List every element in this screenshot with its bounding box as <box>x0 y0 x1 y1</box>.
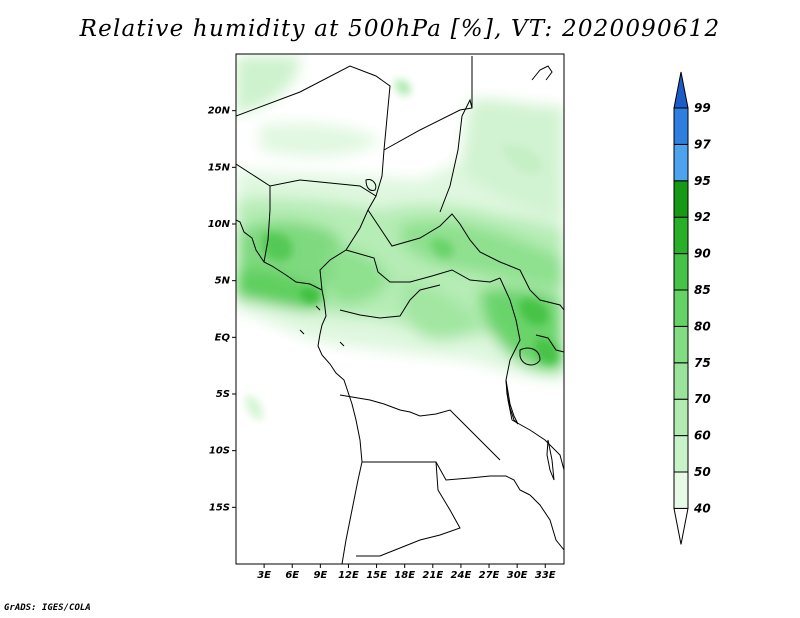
lon-tick-label: 27E <box>479 570 500 581</box>
colorbar-label: 75 <box>694 356 711 370</box>
latitude-axis: 20N 15N 10N 5N EQ 5S 10S 15S <box>208 106 236 513</box>
lat-tick-label: 10N <box>208 219 231 230</box>
rh-spot-5 <box>430 238 454 259</box>
lon-tick-label: 30E <box>507 570 528 581</box>
rh-spot-8 <box>500 143 545 175</box>
border-sudan <box>367 209 531 291</box>
colorbar-label: 95 <box>694 174 711 188</box>
border-east-2 <box>529 289 564 311</box>
colorbar-upper-extend <box>673 71 689 109</box>
colorbar-label: 99 <box>694 101 711 115</box>
colorbar-segment <box>673 362 689 400</box>
coastlines-borders <box>236 56 564 564</box>
lat-tick-label: 10S <box>209 446 230 457</box>
colorbar-label: 60 <box>694 429 711 443</box>
colorbar-label: 80 <box>694 319 711 333</box>
lat-tick-label: EQ <box>215 332 231 343</box>
lake-malawi <box>546 439 555 481</box>
rh-patch-n <box>260 123 380 157</box>
colorbar-lower-extend <box>673 507 689 545</box>
colorbar-label: 90 <box>694 247 711 261</box>
colorbar-segment <box>673 180 689 218</box>
equatorial-islands <box>299 305 345 347</box>
rh-patch-nw <box>236 56 300 115</box>
border-libya <box>383 56 473 151</box>
border-car-north <box>345 249 501 283</box>
lon-tick-label: 3E <box>257 570 271 581</box>
colorbar-segment <box>673 289 689 327</box>
longitude-axis: 3E 6E 9E 12E 15E 18E 21E 24E 27E 30E 33E <box>257 564 556 581</box>
lon-tick-label: 33E <box>535 570 556 581</box>
rh-spot-7 <box>245 395 264 420</box>
colorbar-label: 50 <box>694 465 711 479</box>
red-sea-coast <box>531 65 553 81</box>
west-africa-coast <box>236 219 363 564</box>
rh-spot-1 <box>262 232 293 262</box>
lon-tick-label: 18E <box>394 570 415 581</box>
colorbar-label: 92 <box>694 210 711 224</box>
colorbar-segment <box>673 435 689 473</box>
lat-tick-label: 20N <box>208 106 231 117</box>
rh-core-coast <box>236 268 324 310</box>
border-congo <box>339 284 441 319</box>
lake-chad <box>365 179 377 191</box>
chart-title: Relative humidity at 500hPa [%], VT: 202… <box>79 16 721 42</box>
colorbar-segment <box>673 143 689 182</box>
rh-core-east <box>400 220 564 290</box>
border-north-2 <box>236 65 391 151</box>
lat-tick-label: 15S <box>209 502 230 513</box>
humidity-field <box>236 56 564 420</box>
lon-tick-label: 24E <box>451 570 472 581</box>
lon-tick-label: 21E <box>422 570 443 581</box>
border-east-3 <box>535 334 564 353</box>
grads-credit: GrADS: IGES/COLA <box>4 603 91 613</box>
rh-spot-2 <box>300 287 321 304</box>
lon-tick-label: 12E <box>338 570 359 581</box>
colorbar-segment <box>673 107 689 145</box>
lake-victoria <box>519 347 541 366</box>
border-zambia <box>435 461 531 496</box>
colorbar-label: 40 <box>693 501 711 515</box>
colorbar-segment <box>673 253 689 291</box>
rh-spot-6 <box>394 79 411 96</box>
rh-core-basin <box>400 280 480 340</box>
lat-tick-label: 5S <box>216 389 230 400</box>
lat-tick-label: 15N <box>208 162 231 173</box>
colorbar-segment <box>673 398 689 437</box>
colorbar-segment <box>673 325 689 364</box>
lat-tick-label: 5N <box>215 276 231 287</box>
colorbar-segment <box>673 216 689 255</box>
colorbar-label: 85 <box>694 283 711 297</box>
border-angola <box>356 461 461 557</box>
border-drc-south <box>339 394 501 461</box>
border-chad-sudan <box>439 98 473 213</box>
lon-tick-label: 15E <box>366 570 387 581</box>
lake-tanganyika <box>505 379 519 425</box>
lon-tick-label: 6E <box>285 570 299 581</box>
border-mozambique <box>529 494 564 551</box>
colorbar: 40 50 60 70 75 80 85 90 92 95 97 99 <box>673 71 711 545</box>
border-tanzania <box>511 419 564 471</box>
colorbar-label: 97 <box>694 137 711 151</box>
rh-spot-3 <box>520 299 549 326</box>
lon-tick-label: 9E <box>313 570 327 581</box>
map-frame <box>235 53 565 565</box>
colorbar-segment <box>673 471 689 509</box>
border-nigeria <box>263 186 271 263</box>
colorbar-label: 70 <box>694 392 711 406</box>
